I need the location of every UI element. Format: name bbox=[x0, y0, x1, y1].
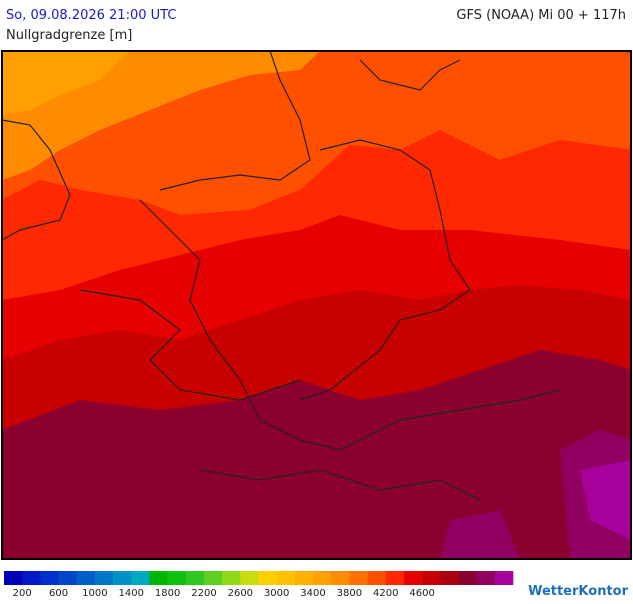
legend-label: 1000 bbox=[82, 588, 107, 599]
color-swatch bbox=[349, 571, 368, 585]
legend-label: 3000 bbox=[264, 588, 289, 599]
color-legend: 200 600 1000 1400 1800 2200 2600 3000 3400 3800 42… bbox=[4, 571, 514, 599]
color-swatch bbox=[203, 571, 223, 585]
color-swatch bbox=[476, 571, 496, 585]
legend-label: 4200 bbox=[373, 588, 398, 599]
logo: WetterKontor bbox=[528, 584, 629, 599]
color-swatch bbox=[294, 571, 314, 585]
legend-label: 1800 bbox=[155, 588, 180, 599]
legend-label: 600 bbox=[49, 588, 68, 599]
color-swatch bbox=[4, 571, 23, 585]
color-swatch bbox=[385, 571, 405, 585]
parameter: Nullgradgrenze [m] bbox=[6, 28, 132, 43]
color-swatch bbox=[149, 571, 168, 585]
color-swatch bbox=[167, 571, 187, 585]
legend-label: 200 bbox=[13, 588, 32, 599]
color-swatch bbox=[403, 571, 423, 585]
color-swatch bbox=[113, 571, 132, 585]
color-swatch bbox=[185, 571, 205, 585]
color-swatch bbox=[22, 571, 41, 585]
color-swatch bbox=[276, 571, 296, 585]
color-swatch bbox=[94, 571, 114, 585]
legend-label: 4600 bbox=[409, 588, 434, 599]
datetime: So, 09.08.2026 21:00 UTC bbox=[6, 8, 176, 23]
color-swatch bbox=[367, 571, 387, 585]
color-swatch bbox=[222, 571, 241, 585]
color-swatch bbox=[40, 571, 59, 585]
map bbox=[2, 51, 631, 559]
color-swatch bbox=[458, 571, 477, 585]
legend-label: 3800 bbox=[337, 588, 362, 599]
color-swatch bbox=[258, 571, 277, 585]
legend-label: 1400 bbox=[119, 588, 144, 599]
color-swatch bbox=[58, 571, 78, 585]
map-frame bbox=[1, 50, 632, 560]
color-swatch bbox=[440, 571, 459, 585]
color-swatch bbox=[313, 571, 332, 585]
model-run: GFS (NOAA) Mi 00 + 117h bbox=[456, 8, 626, 23]
color-swatch bbox=[422, 571, 441, 585]
color-swatch bbox=[131, 571, 150, 585]
color-swatch bbox=[331, 571, 350, 585]
color-swatch bbox=[494, 571, 514, 585]
legend-label: 3400 bbox=[300, 588, 325, 599]
legend-label: 2600 bbox=[228, 588, 253, 599]
color-swatch bbox=[76, 571, 96, 585]
legend-label: 2200 bbox=[191, 588, 216, 599]
color-swatch bbox=[240, 571, 259, 585]
